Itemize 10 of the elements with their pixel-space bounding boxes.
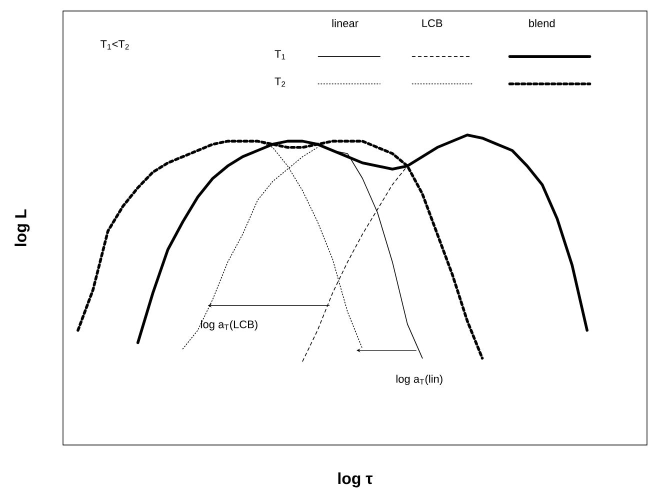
text: T$_{2}$ <box>274 78 286 87</box>
text: linear <box>332 19 358 28</box>
text: blend <box>529 19 555 28</box>
annotation: log a$_{T}$(LCB) <box>201 320 258 330</box>
x-axis-title: log τ <box>338 472 373 488</box>
annotation: log a$_{T}$(lin) <box>396 374 442 386</box>
text: LCB <box>422 19 442 28</box>
text: T$_{1}$ <box>274 50 286 60</box>
y-axis-title: log L <box>14 209 30 246</box>
text: T$_{1}$<T$_{2}$ <box>100 40 129 50</box>
